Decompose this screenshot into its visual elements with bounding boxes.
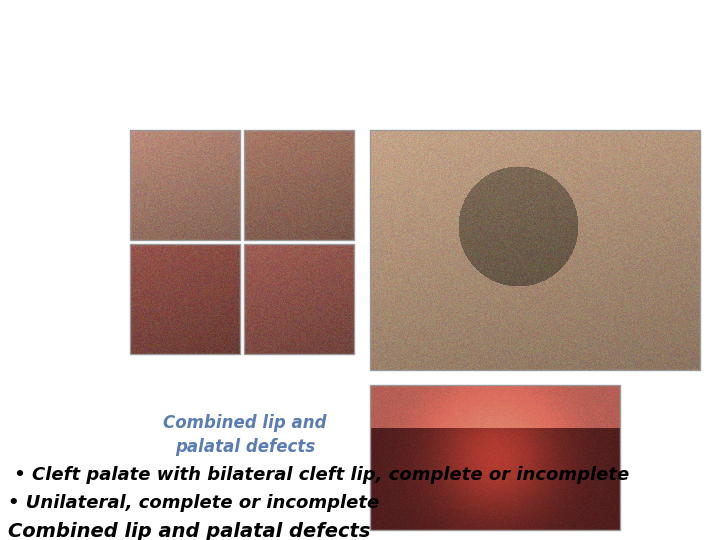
Text: • Unilateral, complete or incomplete: • Unilateral, complete or incomplete	[8, 494, 379, 512]
Bar	[130, 244, 240, 354]
Bar	[244, 130, 354, 240]
Bar	[130, 130, 240, 240]
Text: • Cleft palate with bilateral cleft lip, complete or incomplete: • Cleft palate with bilateral cleft lip,…	[8, 466, 629, 484]
Bar	[370, 385, 620, 530]
Bar	[370, 130, 700, 370]
Text: Combined lip and palatal defects: Combined lip and palatal defects	[8, 522, 371, 540]
Text: Combined lip and
palatal defects: Combined lip and palatal defects	[163, 414, 327, 456]
Bar	[244, 244, 354, 354]
